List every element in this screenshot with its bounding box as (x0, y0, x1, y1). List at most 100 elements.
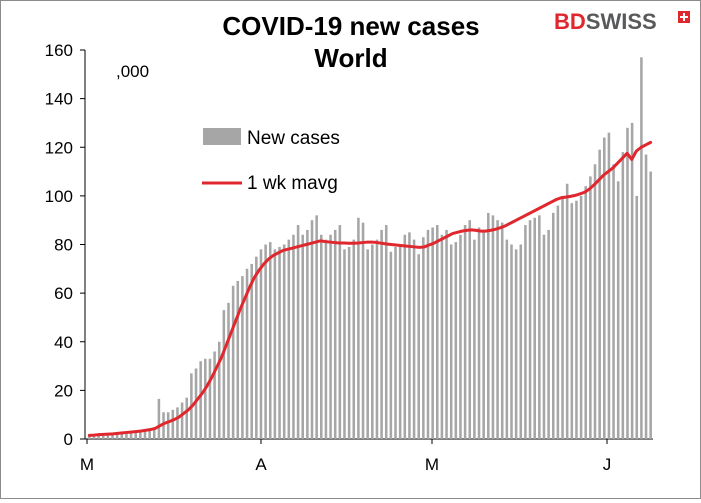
bar-new-cases (640, 57, 643, 439)
bar-new-cases (329, 234, 332, 439)
bar-new-cases (143, 429, 147, 439)
bar-new-cases (561, 195, 564, 440)
bar-new-cases (222, 310, 226, 439)
bar-new-cases (125, 431, 128, 439)
bar-new-cases (612, 164, 615, 439)
bar-new-cases (463, 225, 467, 439)
bar-new-cases (412, 239, 416, 439)
bar-new-cases (176, 407, 179, 439)
bar-new-cases (282, 244, 286, 439)
bar-new-cases (422, 237, 425, 439)
bar-new-cases (217, 341, 221, 439)
bar-new-cases (510, 244, 513, 439)
y-tick-label: 60 (54, 284, 73, 303)
bar-new-cases (292, 234, 295, 439)
bar-new-cases (157, 398, 161, 439)
chart-subtitle: World (314, 43, 387, 73)
bar-new-cases (92, 435, 96, 439)
bar-new-cases (338, 225, 342, 439)
legend-swatch-new-cases (203, 128, 241, 145)
bar-new-cases (185, 397, 189, 439)
bar-new-cases (449, 244, 453, 439)
y-tick-label: 0 (64, 430, 73, 449)
y-tick-label: 140 (45, 90, 73, 109)
bar-new-cases (343, 249, 346, 439)
bar-new-cases (361, 222, 365, 439)
bar-new-cases (565, 183, 569, 439)
bar-new-cases (403, 234, 407, 439)
bar-new-cases (435, 225, 439, 439)
bar-new-cases (626, 127, 629, 440)
bar-new-cases (398, 244, 402, 439)
bar-new-cases (389, 251, 393, 439)
bar-new-cases (320, 234, 323, 439)
bar-new-cases (584, 186, 587, 439)
bar-new-cases (528, 220, 532, 439)
bar-new-cases (593, 164, 597, 439)
bar-new-cases (264, 244, 267, 439)
bar-new-cases (408, 232, 411, 439)
bar-new-cases (575, 200, 578, 439)
unit-label: ,000 (116, 62, 149, 81)
bar-new-cases (649, 171, 652, 439)
bar-new-cases (208, 358, 212, 439)
x-tick-label: M (425, 455, 439, 474)
bar-new-cases (268, 242, 272, 439)
line-mavg-path (87, 140, 653, 437)
bar-new-cases (315, 215, 318, 439)
y-tick-label: 40 (54, 333, 73, 352)
bar-new-cases (273, 249, 277, 439)
bar-new-cases (384, 225, 388, 439)
bars-new-cases (88, 57, 652, 440)
bar-new-cases (166, 412, 170, 439)
bar-new-cases (250, 263, 253, 439)
bar-new-cases (357, 217, 360, 439)
bar-new-cases (171, 409, 175, 439)
bar-new-cases (324, 239, 328, 439)
x-tick-label: M (80, 455, 94, 474)
bar-new-cases (500, 222, 504, 439)
bar-new-cases (630, 122, 634, 439)
bar-new-cases (394, 246, 397, 439)
bar-new-cases (547, 229, 550, 439)
bar-new-cases (115, 433, 119, 439)
bar-new-cases (445, 229, 448, 439)
bar-new-cases (514, 249, 518, 439)
y-tick-label: 20 (54, 381, 73, 400)
line-mavg (87, 140, 653, 437)
bar-new-cases (227, 302, 230, 439)
bar-new-cases (199, 361, 202, 439)
bar-new-cases (579, 195, 583, 440)
bar-new-cases (97, 434, 100, 439)
bar-new-cases (616, 181, 620, 440)
logo-bd-text: BDSWISS (554, 9, 657, 34)
bar-new-cases (482, 229, 485, 439)
bar-new-cases (603, 137, 606, 439)
bar-new-cases (134, 431, 137, 439)
bar-new-cases (454, 242, 458, 439)
bar-new-cases (106, 434, 110, 439)
bar-new-cases (570, 203, 574, 439)
bar-new-cases (371, 244, 374, 439)
bar-new-cases (524, 225, 527, 439)
bar-new-cases (259, 249, 263, 439)
bar-new-cases (194, 368, 198, 439)
bar-new-cases (152, 428, 156, 439)
bar-new-cases (333, 229, 337, 439)
bar-new-cases (621, 152, 625, 440)
bar-new-cases (180, 402, 184, 439)
bar-new-cases (111, 433, 114, 439)
x-tick-label: A (255, 455, 267, 474)
bar-new-cases (310, 220, 314, 439)
bar-new-cases (231, 285, 235, 439)
bar-new-cases (255, 256, 258, 439)
bar-new-cases (366, 249, 369, 439)
bar-new-cases (380, 229, 383, 439)
bar-new-cases (551, 212, 555, 439)
chart-title: COVID-19 new cases (222, 11, 479, 41)
bar-new-cases (204, 358, 207, 439)
legend: New cases 1 wk mavg (202, 128, 340, 194)
y-tick-label: 120 (45, 138, 73, 157)
